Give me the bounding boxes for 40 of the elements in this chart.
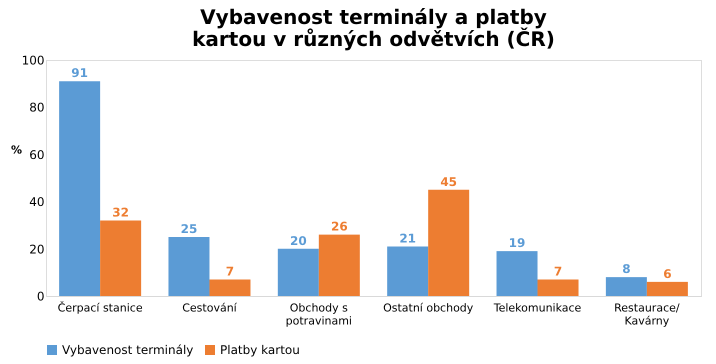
data-label: 21 <box>399 231 416 246</box>
y-tick-label: 0 <box>36 290 44 304</box>
data-label: 26 <box>330 220 348 234</box>
bar <box>59 81 100 296</box>
bar <box>496 251 538 296</box>
bar <box>278 248 319 296</box>
bar <box>387 246 428 296</box>
data-label: 7 <box>226 264 234 278</box>
chart-title: Vybavenost terminály a platby kartou v různých odvětvích (ČR) <box>192 5 555 51</box>
bar <box>168 237 210 296</box>
x-tick-label: Obchody s potravinami <box>286 302 352 328</box>
data-label: 7 <box>554 264 562 278</box>
bar <box>646 282 688 296</box>
legend-label: Vybavenost terminály <box>62 343 194 357</box>
data-label: 45 <box>440 174 458 189</box>
y-tick-label: 20 <box>29 242 44 256</box>
x-tick-label: Cestování <box>182 302 238 314</box>
bar <box>209 279 250 296</box>
bar <box>100 220 142 296</box>
y-tick-label: 80 <box>29 100 44 115</box>
legend-label: Platby kartou <box>220 343 300 357</box>
bar <box>318 234 360 296</box>
data-label: 20 <box>290 234 307 248</box>
data-label: 91 <box>71 66 88 80</box>
x-tick-label: Ostatní obchody <box>383 302 474 314</box>
bar <box>538 279 579 296</box>
y-tick-label: 60 <box>29 148 44 162</box>
data-label: 19 <box>508 236 526 250</box>
bar <box>606 277 647 296</box>
bar <box>428 190 470 296</box>
x-tick-label: Čerpací stanice <box>58 300 143 314</box>
data-label: 25 <box>180 222 198 236</box>
x-tick-label: Telekomunikace <box>492 302 582 314</box>
y-tick-label: 40 <box>29 195 44 210</box>
x-tick-label: Restaurace/ Kavárny <box>614 302 680 328</box>
data-label: 32 <box>112 205 129 220</box>
data-label: 6 <box>663 266 672 281</box>
data-label: 8 <box>622 262 631 276</box>
y-tick-label: 100 <box>22 54 44 68</box>
y-axis-title: % <box>10 144 22 156</box>
